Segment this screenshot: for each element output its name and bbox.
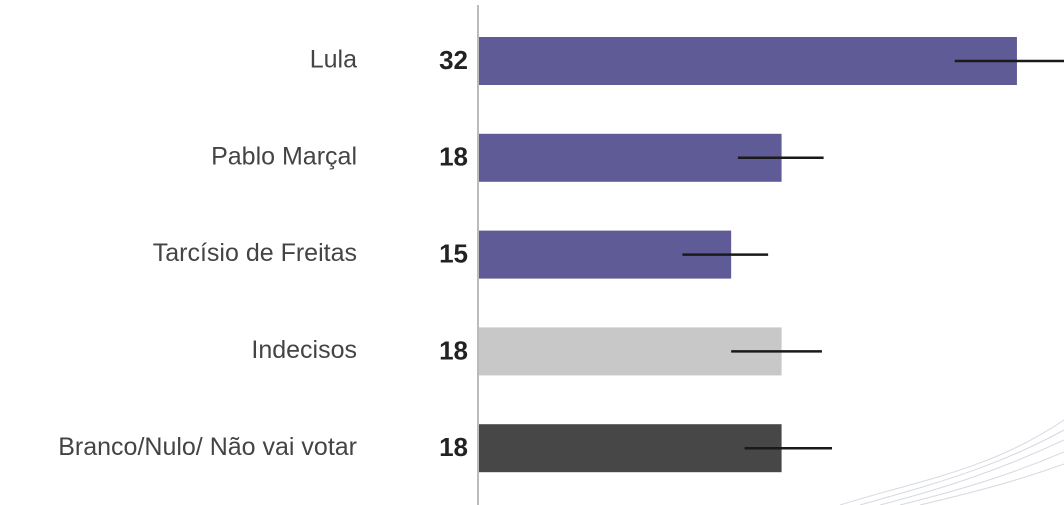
category-label: Branco/Nulo/ Não vai votar — [58, 433, 357, 461]
value-label: 15 — [439, 238, 468, 268]
category-label: Lula — [310, 46, 357, 74]
category-label: Tarcísio de Freitas — [153, 239, 357, 267]
value-label: 32 — [439, 45, 468, 75]
category-label: Indecisos — [251, 336, 357, 364]
category-label: Pablo Marçal — [211, 142, 357, 170]
value-label: 18 — [439, 432, 468, 462]
chart: Lula 32 Pablo Marçal 18 Tarcísio de Freitas 1… — [0, 0, 1064, 505]
bar — [479, 134, 782, 182]
value-label: 18 — [439, 142, 468, 172]
value-label: 18 — [439, 335, 468, 365]
bar — [479, 37, 1017, 85]
bar — [479, 424, 782, 472]
decoration — [840, 420, 1064, 505]
